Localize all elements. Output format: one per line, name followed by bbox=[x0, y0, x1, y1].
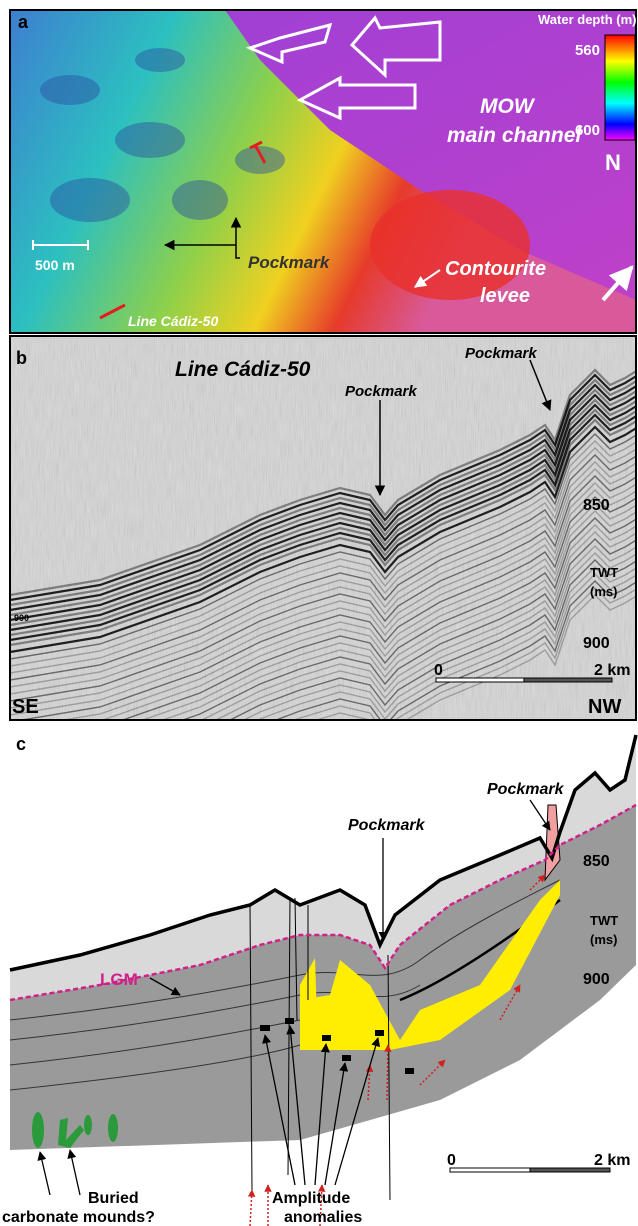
panel-a bbox=[10, 10, 636, 333]
figure: a Water depth (m) 560 600 MOW main chann… bbox=[0, 0, 638, 1226]
panel-label: c bbox=[16, 734, 26, 754]
depth-tick: 850 bbox=[583, 497, 610, 514]
anomaly-label: anomalies bbox=[284, 1209, 362, 1226]
scale-label: 2 km bbox=[594, 662, 630, 679]
panel-label: a bbox=[18, 12, 29, 32]
colorbar-title: Water depth (m) bbox=[538, 12, 636, 27]
scale-bar bbox=[436, 678, 612, 682]
pockmark-label: Pockmark bbox=[345, 383, 417, 400]
inner-tick: 900 bbox=[14, 613, 29, 623]
colorbar bbox=[605, 35, 635, 140]
axis-label: (ms) bbox=[590, 584, 617, 599]
pockmark-label: Pockmark bbox=[465, 345, 537, 362]
north-label: N bbox=[605, 150, 621, 175]
axis-label: (ms) bbox=[590, 932, 617, 947]
mounds-label: Buried bbox=[88, 1190, 139, 1207]
pockmark-label: Pockmark bbox=[348, 817, 426, 834]
levee-high bbox=[370, 190, 530, 300]
scale-label: 2 km bbox=[594, 1152, 630, 1169]
scale-label: 500 m bbox=[35, 257, 75, 273]
channel-label: MOW bbox=[480, 95, 536, 118]
end-label: SE bbox=[12, 696, 39, 718]
channel-label: main channel bbox=[447, 124, 582, 147]
colorbar-top: 560 bbox=[575, 42, 600, 59]
axis-label: TWT bbox=[590, 913, 618, 928]
panel-label: b bbox=[16, 348, 27, 368]
panel-b bbox=[10, 336, 638, 820]
line-title: Line Cádiz-50 bbox=[175, 358, 311, 381]
levee-label: Contourite bbox=[445, 258, 546, 280]
pockmark-label: Pockmark bbox=[248, 253, 331, 272]
scale-label: 0 bbox=[434, 662, 443, 679]
levee-label: levee bbox=[480, 285, 530, 307]
axis-label: TWT bbox=[590, 565, 618, 580]
depth-tick: 900 bbox=[583, 971, 610, 988]
anomaly-label: Amplitude bbox=[272, 1190, 350, 1207]
depth-tick: 850 bbox=[583, 853, 610, 870]
end-label: NW bbox=[588, 696, 621, 718]
scale-bar bbox=[450, 1168, 610, 1172]
scale-label: 0 bbox=[447, 1152, 456, 1169]
pockmark-label: Pockmark bbox=[487, 781, 565, 798]
lgm-label: LGM bbox=[100, 970, 138, 989]
mounds-label: carbonate mounds? bbox=[2, 1209, 155, 1226]
depth-tick: 900 bbox=[583, 635, 610, 652]
line-label: Line Cádiz-50 bbox=[128, 313, 218, 329]
